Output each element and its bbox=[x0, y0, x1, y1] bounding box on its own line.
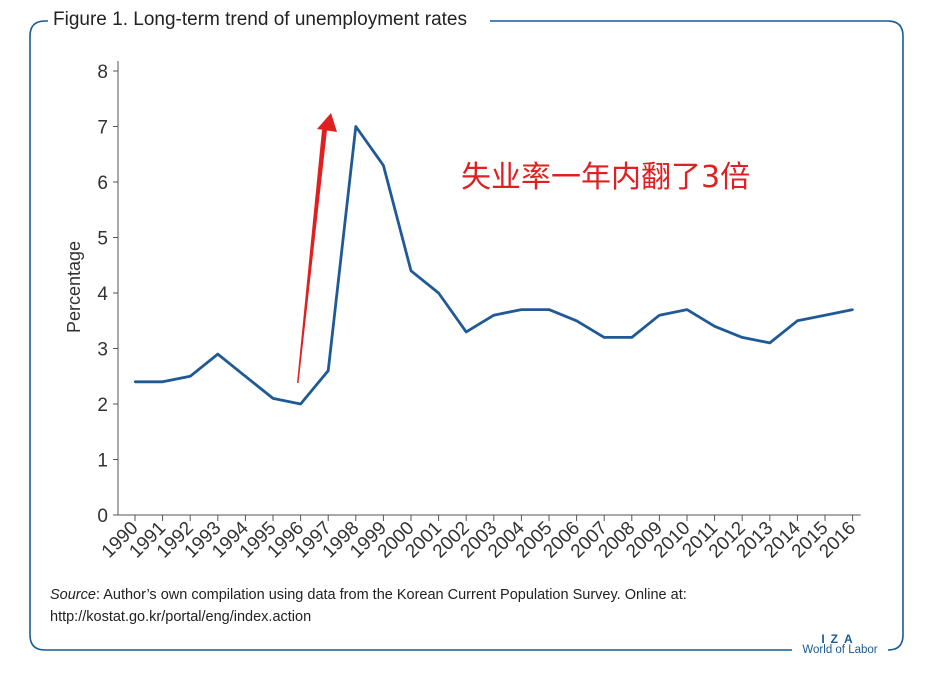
data-point bbox=[409, 269, 413, 272]
data-point bbox=[796, 319, 799, 322]
data-point bbox=[271, 397, 275, 400]
data-point bbox=[547, 308, 551, 311]
data-point bbox=[327, 369, 330, 372]
arrow-head bbox=[317, 113, 337, 132]
y-tick-label: 6 bbox=[97, 173, 108, 194]
data-point bbox=[658, 314, 661, 317]
y-tick-label: 5 bbox=[97, 229, 108, 250]
data-point bbox=[520, 308, 523, 311]
y-tick-label: 8 bbox=[97, 62, 108, 83]
data-point bbox=[244, 375, 247, 378]
data-point bbox=[768, 341, 771, 345]
iza-logo: IZA World of Labor bbox=[792, 632, 888, 656]
iza-logo-top: IZA bbox=[821, 632, 859, 646]
data-point bbox=[823, 314, 827, 317]
y-tick-label: 0 bbox=[97, 506, 108, 527]
y-tick-label: 2 bbox=[97, 395, 108, 416]
source-label: Source bbox=[50, 587, 96, 603]
axes bbox=[113, 61, 861, 521]
y-tick-label: 3 bbox=[97, 340, 108, 361]
data-point bbox=[630, 336, 633, 339]
data-point bbox=[437, 291, 440, 295]
y-tick-label: 7 bbox=[97, 118, 108, 139]
data-point bbox=[354, 125, 357, 128]
source-note: Source: Author’s own compilation using d… bbox=[50, 584, 880, 628]
data-point bbox=[575, 319, 578, 322]
data-point bbox=[189, 375, 192, 378]
source-text: : Author’s own compilation using data fr… bbox=[50, 587, 687, 625]
data-point bbox=[133, 380, 137, 383]
data-point bbox=[216, 352, 219, 356]
iza-logo-bottom: World of Labor bbox=[802, 644, 878, 656]
annotation-text: 失业率一年内翻了3倍 bbox=[461, 160, 751, 195]
y-axis-label: Percentage bbox=[64, 241, 84, 333]
annotation-arrow bbox=[297, 113, 337, 383]
data-point bbox=[299, 402, 302, 406]
data-point bbox=[492, 314, 495, 317]
tick-labels: 0123456781990199119921993199419951996199… bbox=[97, 62, 860, 562]
y-tick-label: 4 bbox=[97, 284, 108, 305]
figure-title: Figure 1. Long-term trend of unemploymen… bbox=[48, 9, 472, 31]
figure-frame bbox=[29, 20, 904, 651]
data-point bbox=[465, 330, 468, 334]
data-point bbox=[161, 380, 164, 383]
data-point bbox=[741, 336, 744, 339]
data-point bbox=[851, 308, 854, 311]
data-point bbox=[685, 308, 689, 311]
y-tick-label: 1 bbox=[97, 451, 108, 472]
data-point bbox=[382, 164, 385, 167]
data-point bbox=[713, 325, 716, 328]
data-point bbox=[603, 336, 606, 339]
series-layer bbox=[133, 125, 854, 406]
arrow-shaft bbox=[297, 130, 327, 383]
